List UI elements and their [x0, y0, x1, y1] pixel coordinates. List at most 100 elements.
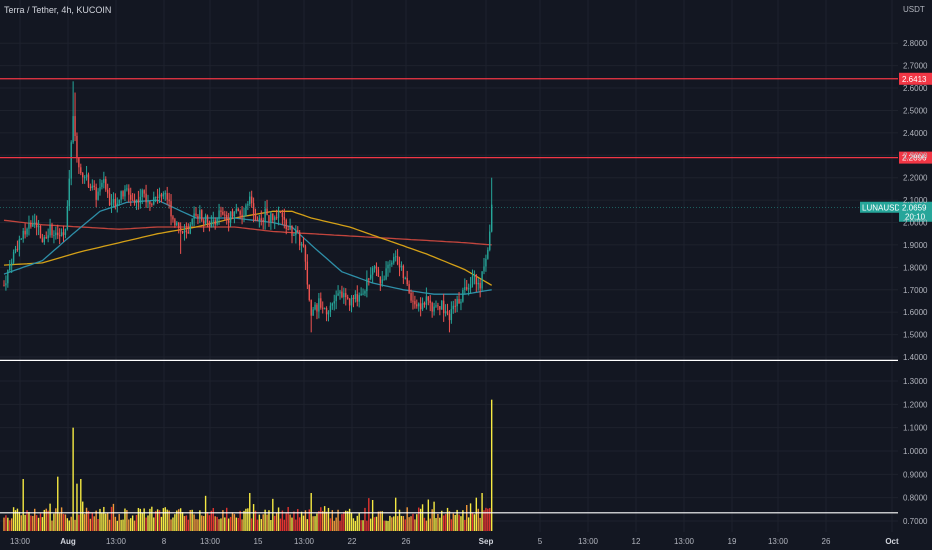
- candle-body: [147, 201, 149, 203]
- volume-bar: [122, 519, 124, 531]
- candle-body: [80, 167, 82, 174]
- candle-body: [264, 208, 266, 222]
- candle-body: [204, 215, 207, 224]
- volume-bar: [464, 519, 466, 531]
- candle-body: [231, 211, 234, 217]
- volume-bar: [108, 519, 111, 531]
- symbol-badge-label: LUNAUSDT: [862, 204, 905, 213]
- candle-body: [145, 193, 147, 203]
- volume-bar: [181, 512, 184, 531]
- candle-body: [262, 219, 264, 222]
- candle-body: [141, 190, 143, 197]
- volume-bar: [314, 516, 316, 531]
- volume-bar: [345, 510, 347, 531]
- volume-bar: [264, 509, 266, 531]
- candle-body: [356, 294, 358, 302]
- volume-bar: [143, 508, 145, 531]
- volume-bar: [145, 517, 147, 531]
- volume-bar: [189, 509, 191, 531]
- x-tick-label: 13:00: [674, 537, 695, 546]
- volume-bar: [466, 505, 468, 531]
- volume-bar: [448, 511, 451, 531]
- candle-body: [181, 231, 184, 233]
- candle-body: [362, 293, 364, 295]
- x-tick-label: 13:00: [294, 537, 315, 546]
- volume-bar: [83, 514, 86, 531]
- volume-bar: [170, 519, 172, 531]
- candle-body: [306, 261, 309, 285]
- volume-bar: [283, 519, 286, 531]
- candle-body: [160, 194, 163, 197]
- volume-bar: [74, 519, 76, 531]
- candle-body: [7, 270, 9, 284]
- volume-bar: [133, 520, 136, 531]
- volume-bar: [222, 510, 224, 531]
- volume-bar: [47, 510, 49, 531]
- countdown-label: 20:10: [905, 213, 926, 222]
- candle-body: [193, 213, 195, 219]
- volume-bar: [379, 511, 382, 531]
- candle-body: [112, 199, 115, 203]
- candle-body: [222, 211, 224, 215]
- volume-bar: [275, 512, 278, 531]
- candle-body: [183, 230, 186, 233]
- candle-body: [285, 219, 287, 230]
- volume-bar: [89, 518, 92, 531]
- volume-bar: [281, 510, 284, 531]
- volume-bar: [358, 512, 360, 531]
- volume-bar: [80, 479, 82, 531]
- volume-bar: [206, 512, 209, 531]
- volume-bar: [235, 517, 238, 531]
- candle-body: [45, 237, 47, 239]
- volume-bar: [30, 515, 32, 531]
- volume-bar: [335, 517, 337, 531]
- volume-bar: [437, 513, 439, 531]
- candle-body: [421, 302, 424, 310]
- ma-orange-line: [3, 210, 493, 286]
- candle-body: [316, 304, 318, 312]
- candle-body: [370, 274, 372, 279]
- volume-bar: [227, 518, 230, 531]
- volume-bar: [224, 517, 226, 531]
- volume-bar: [425, 520, 428, 531]
- candle-body: [135, 199, 138, 203]
- candle-body: [233, 211, 236, 217]
- candle-body: [30, 223, 32, 227]
- candle-body: [154, 196, 157, 198]
- candle-body: [32, 224, 34, 227]
- volume-bar: [16, 508, 19, 531]
- volume-bar: [360, 520, 362, 531]
- candle-body: [312, 309, 314, 316]
- volume-bar: [412, 513, 414, 531]
- candle-body: [226, 214, 228, 221]
- candle-body: [477, 282, 479, 285]
- volume-bar: [469, 503, 472, 531]
- candle-body: [310, 300, 312, 316]
- volume-bar: [210, 510, 213, 531]
- volume-bar: [43, 509, 46, 531]
- volume-bar: [137, 507, 140, 531]
- volume-bar: [214, 516, 216, 531]
- candle-body: [412, 300, 414, 302]
- candle-body: [143, 190, 145, 194]
- volume-bar: [158, 510, 161, 531]
- y-tick-label: 2.7000: [903, 62, 928, 71]
- volume-bar: [427, 499, 430, 531]
- volume-tick-label: 1.1000: [903, 424, 928, 433]
- volume-bar: [302, 515, 305, 531]
- candle-body: [241, 214, 243, 217]
- volume-bar: [462, 510, 464, 531]
- candle-body: [18, 239, 21, 250]
- candle-body: [199, 210, 201, 219]
- volume-bar: [375, 516, 378, 531]
- candle-body: [358, 295, 360, 302]
- candle-body: [168, 199, 170, 202]
- candle-body: [404, 277, 406, 279]
- volume-bar: [12, 507, 15, 531]
- candle-body: [212, 220, 214, 222]
- volume-bar: [101, 512, 103, 531]
- volume-bar: [9, 520, 11, 531]
- candle-body: [346, 297, 349, 299]
